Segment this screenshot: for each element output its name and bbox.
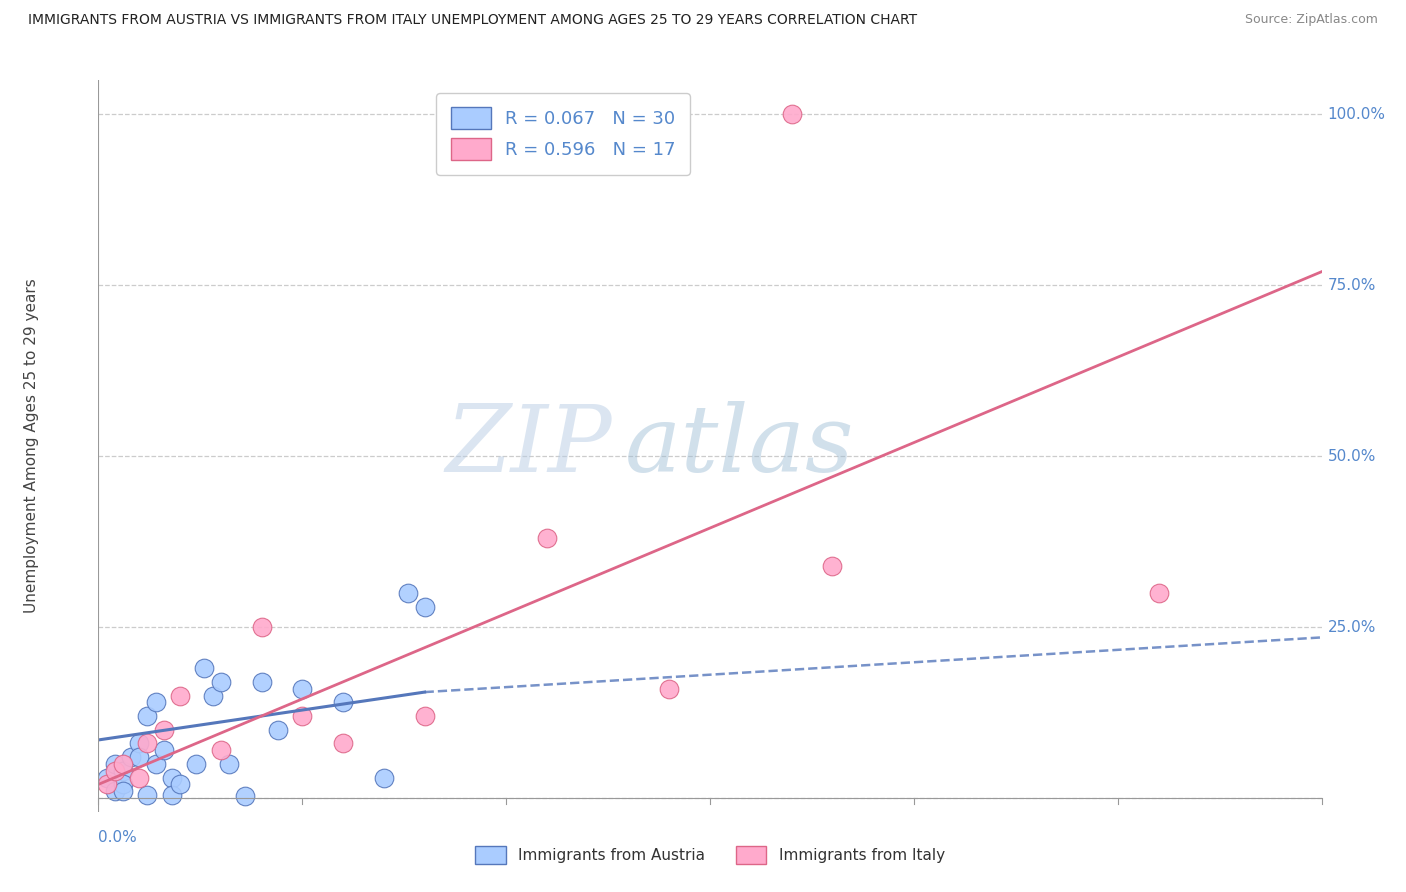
Point — [120, 750, 142, 764]
Text: Unemployment Among Ages 25 to 29 years: Unemployment Among Ages 25 to 29 years — [24, 278, 38, 614]
Point — [104, 756, 127, 771]
Text: 25.0%: 25.0% — [1327, 620, 1376, 634]
Point — [291, 709, 314, 723]
Point — [169, 777, 191, 791]
Point — [658, 681, 681, 696]
Point — [136, 736, 159, 750]
Point — [209, 743, 232, 757]
Point — [233, 789, 256, 803]
Point — [413, 709, 436, 723]
Point — [821, 558, 844, 573]
Point — [96, 771, 118, 785]
Point — [780, 107, 803, 121]
Point — [536, 531, 558, 545]
Text: atlas: atlas — [624, 401, 853, 491]
Point — [145, 695, 167, 709]
Point — [104, 784, 127, 798]
Point — [169, 689, 191, 703]
Point — [111, 756, 134, 771]
Point — [332, 736, 354, 750]
Point — [128, 771, 150, 785]
Point — [96, 777, 118, 791]
Point — [152, 743, 174, 757]
Text: 100.0%: 100.0% — [1327, 107, 1386, 122]
Point — [136, 709, 159, 723]
Text: ZIP: ZIP — [446, 401, 612, 491]
Point — [332, 695, 354, 709]
Point — [201, 689, 224, 703]
Point — [186, 756, 208, 771]
Point — [128, 736, 150, 750]
Text: 0.0%: 0.0% — [98, 830, 138, 845]
Point — [111, 777, 134, 791]
Point — [218, 756, 240, 771]
Point — [373, 771, 395, 785]
Text: Source: ZipAtlas.com: Source: ZipAtlas.com — [1244, 13, 1378, 27]
Point — [136, 788, 159, 802]
Point — [1147, 586, 1170, 600]
Point — [111, 784, 134, 798]
Point — [111, 764, 134, 778]
Point — [104, 764, 127, 778]
Point — [128, 750, 150, 764]
Text: IMMIGRANTS FROM AUSTRIA VS IMMIGRANTS FROM ITALY UNEMPLOYMENT AMONG AGES 25 TO 2: IMMIGRANTS FROM AUSTRIA VS IMMIGRANTS FR… — [28, 13, 917, 28]
Point — [209, 674, 232, 689]
Point — [267, 723, 290, 737]
Point — [250, 620, 273, 634]
Point — [413, 599, 436, 614]
Point — [193, 661, 215, 675]
Text: 50.0%: 50.0% — [1327, 449, 1376, 464]
Point — [250, 674, 273, 689]
Legend: Immigrants from Austria, Immigrants from Italy: Immigrants from Austria, Immigrants from… — [470, 840, 950, 870]
Point — [160, 771, 183, 785]
Point — [152, 723, 174, 737]
Point — [160, 788, 183, 802]
Point — [145, 756, 167, 771]
Point — [291, 681, 314, 696]
Text: 75.0%: 75.0% — [1327, 277, 1376, 293]
Point — [396, 586, 419, 600]
